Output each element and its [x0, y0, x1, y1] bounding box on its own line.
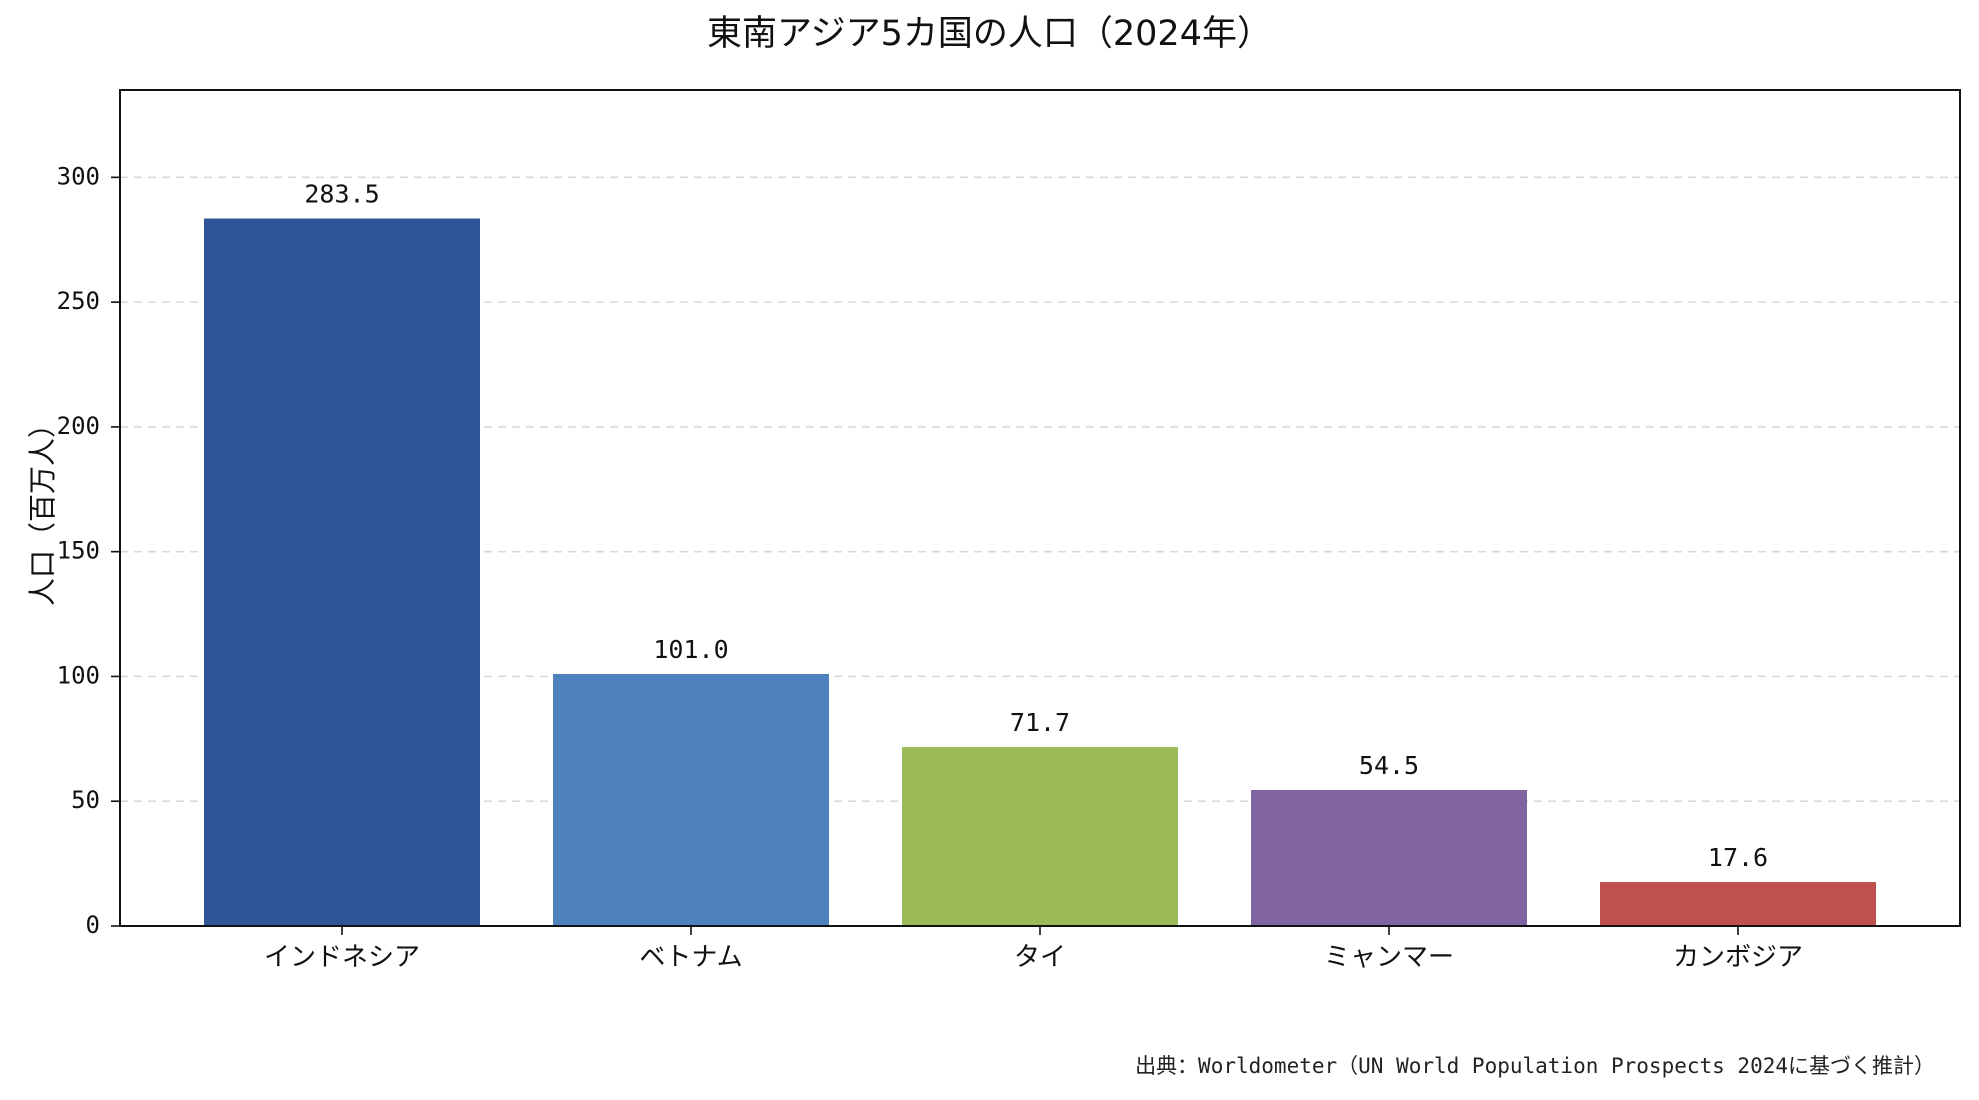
y-tick-label: 100 — [57, 661, 100, 689]
x-axis: インドネシア ベトナム タイ ミャンマー カンボジア — [264, 926, 1803, 973]
y-tick-label: 200 — [57, 412, 100, 440]
bar-value-label: 101.0 — [653, 635, 728, 664]
bar-value-label: 17.6 — [1708, 843, 1768, 872]
bars — [204, 218, 1876, 926]
y-tick-label: 0 — [86, 911, 100, 939]
bar — [553, 673, 829, 926]
chart-title: 東南アジア5カ国の人口（2024年） — [707, 14, 1272, 54]
y-tick-label: 250 — [57, 287, 100, 315]
x-tick-label: ベトナム — [639, 943, 742, 973]
y-axis: 0 50 100 150 200 250 300 — [57, 162, 120, 939]
x-tick-label: カンボジア — [1673, 943, 1803, 973]
bar-value-label: 54.5 — [1359, 751, 1419, 780]
x-tick-label: インドネシア — [264, 943, 420, 973]
grid-lines — [120, 176, 1960, 803]
bar — [204, 218, 480, 926]
bar-value-label: 283.5 — [304, 180, 379, 209]
bar — [1600, 882, 1876, 926]
y-tick-label: 50 — [71, 786, 100, 814]
bar-value-labels: 283.5 101.0 71.7 54.5 17.6 — [304, 180, 1768, 873]
bar — [902, 747, 1178, 926]
y-axis-label: 人口（百万人） — [26, 410, 59, 606]
bar-value-label: 71.7 — [1010, 708, 1070, 737]
y-tick-label: 150 — [57, 537, 100, 565]
y-tick-label: 300 — [57, 162, 100, 190]
x-tick-label: ミャンマー — [1324, 943, 1454, 973]
bar — [1251, 789, 1527, 926]
source-note: 出典：Worldometer（UN World Population Prosp… — [1135, 1054, 1935, 1078]
x-tick-label: タイ — [1014, 943, 1066, 973]
